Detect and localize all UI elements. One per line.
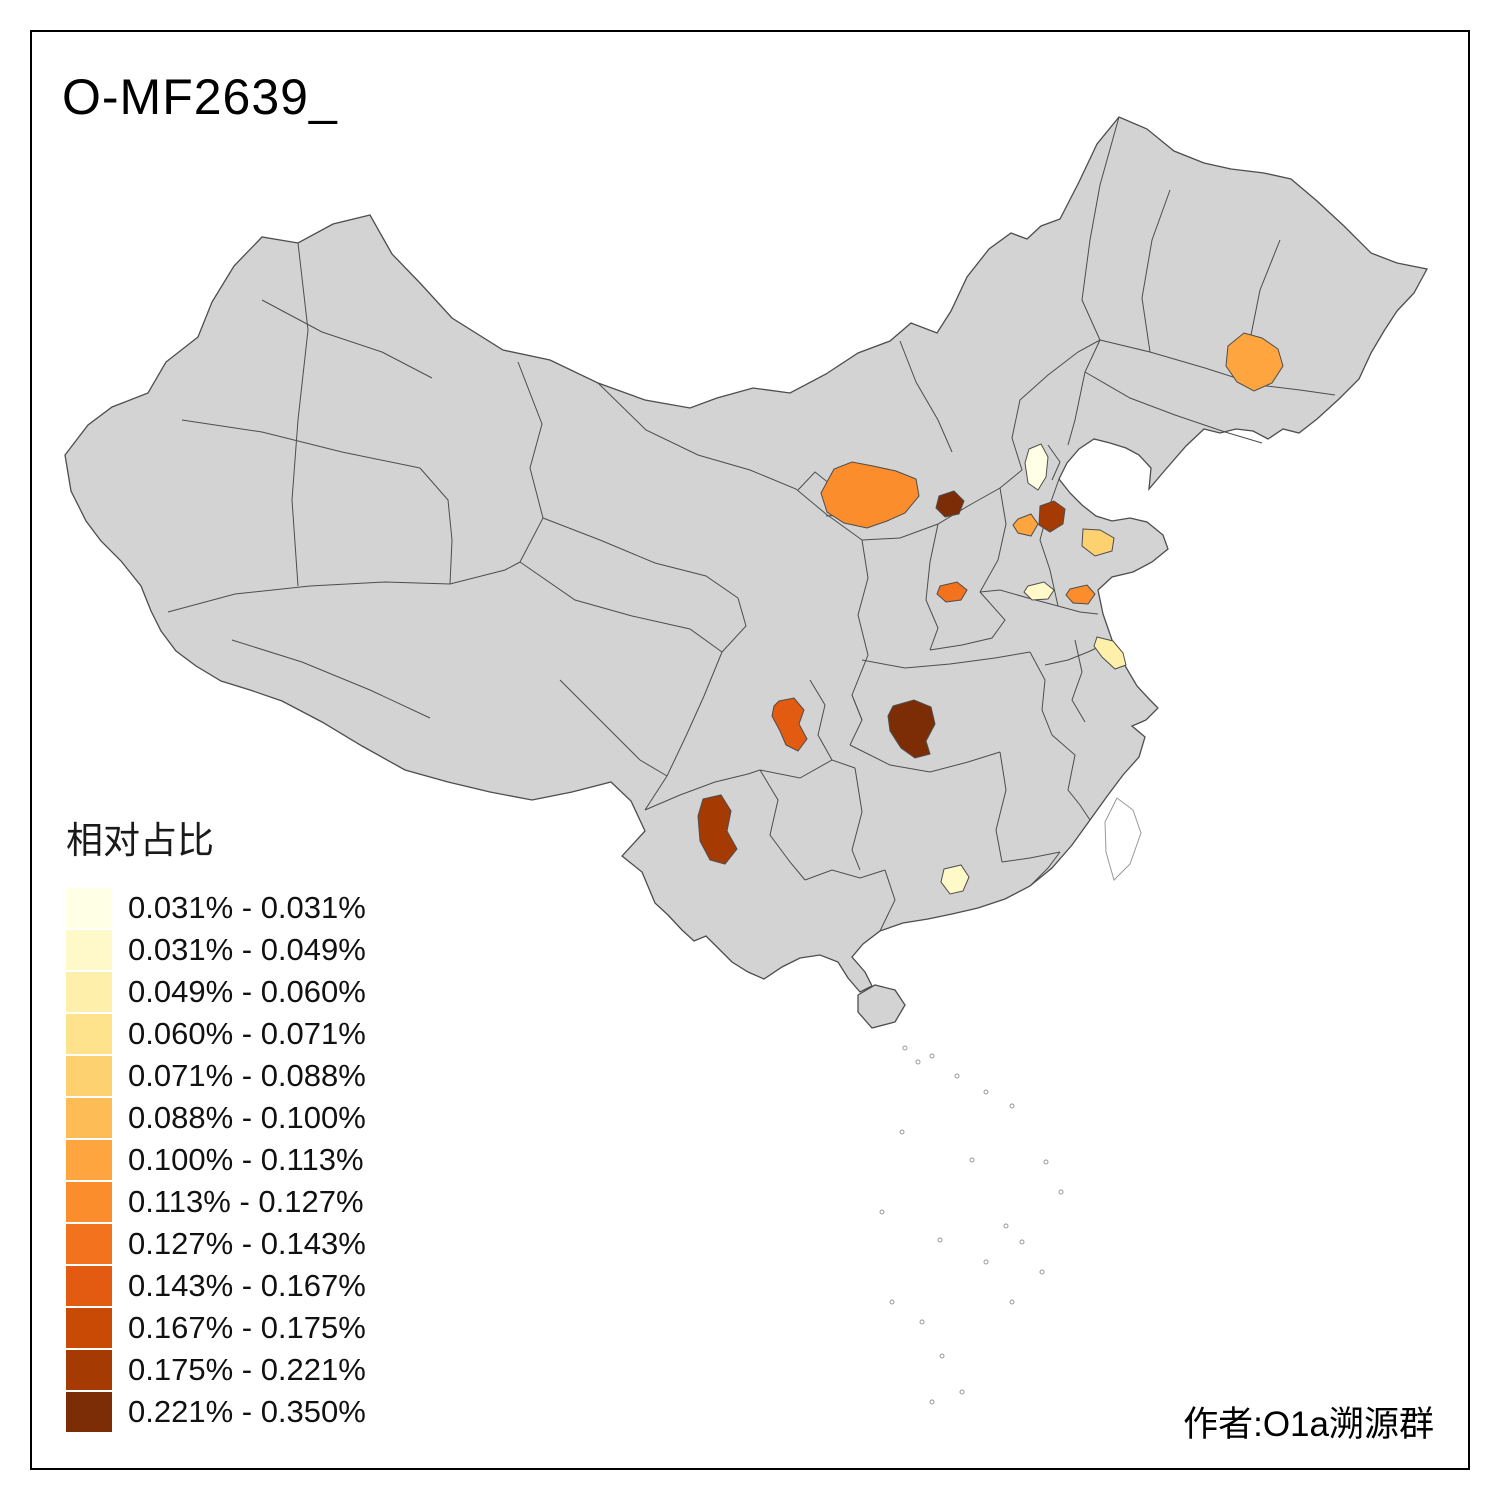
- legend-label: 0.071% - 0.088%: [128, 1058, 366, 1093]
- highlight-region-2: [820, 461, 920, 529]
- highlight-region-6: [1012, 513, 1039, 537]
- legend-row: 0.031% - 0.031%: [66, 888, 366, 928]
- legend-row: 0.143% - 0.167%: [66, 1266, 366, 1306]
- highlight-region-12: [771, 697, 808, 752]
- highlight-region-7: [1081, 528, 1115, 557]
- legend-label: 0.100% - 0.113%: [128, 1142, 364, 1177]
- legend-swatch: [66, 1140, 112, 1180]
- highlight-region-11: [1093, 636, 1127, 670]
- legend-swatch: [66, 1350, 112, 1390]
- legend-label: 0.031% - 0.031%: [128, 890, 366, 925]
- legend-row: 0.127% - 0.143%: [66, 1224, 366, 1264]
- legend-row: 0.175% - 0.221%: [66, 1350, 366, 1390]
- highlighted-regions: [697, 332, 1284, 895]
- legend-swatch: [66, 1014, 112, 1054]
- legend-swatch: [66, 972, 112, 1012]
- legend-row: 0.221% - 0.350%: [66, 1392, 366, 1432]
- legend-row: 0.100% - 0.113%: [66, 1140, 366, 1180]
- plot-title: O-MF2639_: [62, 69, 338, 125]
- legend-label: 0.143% - 0.167%: [128, 1268, 366, 1303]
- legend-row: 0.031% - 0.049%: [66, 930, 366, 970]
- legend-swatch: [66, 930, 112, 970]
- highlight-region-3: [935, 490, 965, 518]
- taiwan-island: [1104, 797, 1142, 881]
- highlight-region-15: [940, 864, 970, 895]
- legend-label: 0.060% - 0.071%: [128, 1016, 366, 1051]
- legend-row: 0.113% - 0.127%: [66, 1182, 366, 1222]
- legend-swatch: [66, 1056, 112, 1096]
- legend-label: 0.167% - 0.175%: [128, 1310, 366, 1345]
- legend-swatch: [66, 1098, 112, 1138]
- legend-swatch: [66, 1308, 112, 1348]
- hainan-island: [857, 984, 906, 1029]
- mainland-outline: [64, 116, 1428, 993]
- legend-label: 0.088% - 0.100%: [128, 1100, 366, 1135]
- highlight-region-8: [936, 581, 968, 603]
- legend-row: 0.088% - 0.100%: [66, 1098, 366, 1138]
- legend-title: 相对占比: [66, 820, 214, 861]
- highlight-region-14: [697, 794, 738, 865]
- legend-row: 0.071% - 0.088%: [66, 1056, 366, 1096]
- legend-swatch: [66, 1266, 112, 1306]
- legend-label: 0.049% - 0.060%: [128, 974, 366, 1009]
- highlight-region-4: [1024, 443, 1049, 491]
- legend-label: 0.175% - 0.221%: [128, 1352, 366, 1387]
- highlight-region-13: [887, 699, 936, 759]
- legend-row: 0.060% - 0.071%: [66, 1014, 366, 1054]
- legend-label: 0.113% - 0.127%: [128, 1184, 364, 1219]
- legend-label: 0.127% - 0.143%: [128, 1226, 366, 1261]
- legend-swatch: [66, 1392, 112, 1432]
- highlight-region-1: [1225, 332, 1284, 392]
- legend: 相对占比 0.031% - 0.031% 0.031% - 0.049% 0.049…: [66, 810, 366, 1432]
- legend-swatch: [66, 888, 112, 928]
- islands: [857, 797, 1142, 1405]
- legend-swatch: [66, 1224, 112, 1264]
- province-borders: [167, 116, 1336, 932]
- highlight-region-10: [1065, 584, 1096, 605]
- legend-label: 0.031% - 0.049%: [128, 932, 366, 967]
- highlight-region-9: [1023, 581, 1055, 601]
- legend-rows: 0.031% - 0.031% 0.031% - 0.049% 0.049% - 0…: [66, 888, 366, 1432]
- legend-row: 0.167% - 0.175%: [66, 1308, 366, 1348]
- legend-row: 0.049% - 0.060%: [66, 972, 366, 1012]
- legend-label: 0.221% - 0.350%: [128, 1394, 366, 1429]
- highlight-region-5: [1038, 500, 1066, 533]
- legend-swatch: [66, 1182, 112, 1222]
- attribution: 作者:O1a溯源群: [1183, 1405, 1434, 1444]
